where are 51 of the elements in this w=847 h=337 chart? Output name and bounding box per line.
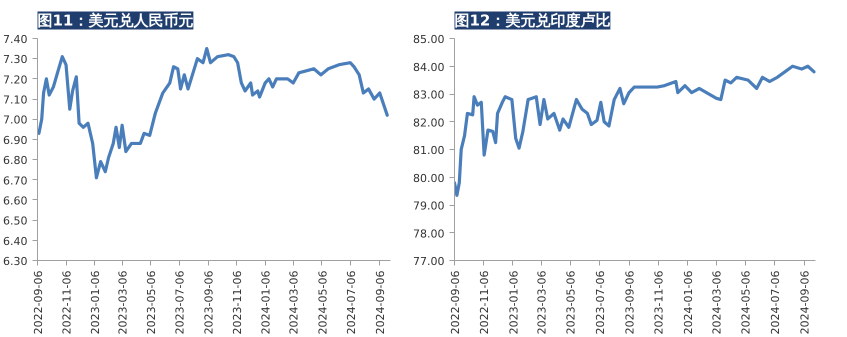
y-tick-label: 85.00 bbox=[413, 33, 445, 46]
x-tick-label: 2023-01-06 bbox=[89, 270, 102, 334]
x-tick-label: 2023-03-06 bbox=[536, 270, 549, 334]
x-tick-label: 2022-11-06 bbox=[60, 270, 74, 334]
y-tick-label: 7.30 bbox=[3, 53, 28, 66]
chart-title: 图11：美元兑人民币元 bbox=[38, 12, 194, 30]
x-tick-label: 2024-01-06 bbox=[682, 270, 695, 334]
y-tick-label: 7.40 bbox=[3, 33, 28, 46]
y-tick-label: 80.00 bbox=[413, 172, 445, 185]
line-series bbox=[38, 46, 389, 180]
x-tick-label: 2023-05-06 bbox=[145, 270, 158, 334]
y-tick-label: 7.10 bbox=[3, 94, 28, 107]
y-tick-label: 6.80 bbox=[3, 154, 28, 168]
y-tick-label: 78.00 bbox=[413, 227, 445, 240]
x-tick-label: 2023-07-06 bbox=[174, 270, 187, 334]
y-tick-label: 6.90 bbox=[3, 134, 28, 147]
x-tick-label: 2024-05-06 bbox=[740, 270, 753, 334]
y-tick-label: 7.20 bbox=[3, 73, 28, 86]
x-tick-label: 2023-03-06 bbox=[116, 270, 130, 334]
x-tick-label: 2022-09-06 bbox=[449, 270, 462, 334]
x-tick-label: 2024-03-06 bbox=[710, 270, 724, 334]
y-tick-label: 77.00 bbox=[413, 255, 445, 268]
x-tick-label: 2023-07-06 bbox=[594, 270, 607, 334]
y-tick-label: 6.70 bbox=[3, 174, 28, 188]
x-tick-label: 2022-09-06 bbox=[32, 270, 45, 334]
x-tick-label: 2024-09-06 bbox=[374, 270, 387, 334]
y-tick-label: 6.40 bbox=[3, 234, 28, 248]
x-tick-label: 2024-09-06 bbox=[798, 270, 812, 334]
x-tick-label: 2023-11-06 bbox=[231, 270, 244, 334]
x-tick-label: 2024-07-06 bbox=[344, 270, 358, 334]
y-tick-label: 79.00 bbox=[413, 200, 445, 212]
y-tick-label: 7.00 bbox=[3, 114, 28, 127]
x-tick-label: 2024-01-06 bbox=[260, 270, 273, 334]
x-tick-label: 2022-11-06 bbox=[478, 270, 492, 334]
y-tick-label: 81.00 bbox=[413, 144, 445, 157]
y-tick-label: 6.60 bbox=[3, 194, 28, 208]
y-tick-label: 84.00 bbox=[413, 60, 445, 74]
x-tick-label: 2023-09-06 bbox=[624, 270, 637, 334]
x-tick-label: 2024-05-06 bbox=[316, 270, 330, 334]
x-tick-label: 2023-09-06 bbox=[202, 270, 216, 334]
x-tick-label: 2024-03-06 bbox=[288, 270, 301, 334]
x-tick-label: 2023-05-06 bbox=[564, 270, 578, 334]
y-tick-label: 82.00 bbox=[413, 116, 445, 130]
x-tick-label: 2023-01-06 bbox=[507, 270, 520, 334]
line-series bbox=[454, 64, 816, 197]
y-tick-label: 83.00 bbox=[413, 88, 445, 102]
x-tick-label: 2023-11-06 bbox=[652, 270, 666, 334]
y-tick-label: 6.50 bbox=[3, 214, 28, 228]
x-tick-label: 2024-07-06 bbox=[768, 270, 782, 334]
y-tick-label: 6.30 bbox=[3, 255, 28, 268]
chart-title: 图12：美元兑印度卢比 bbox=[454, 12, 610, 30]
